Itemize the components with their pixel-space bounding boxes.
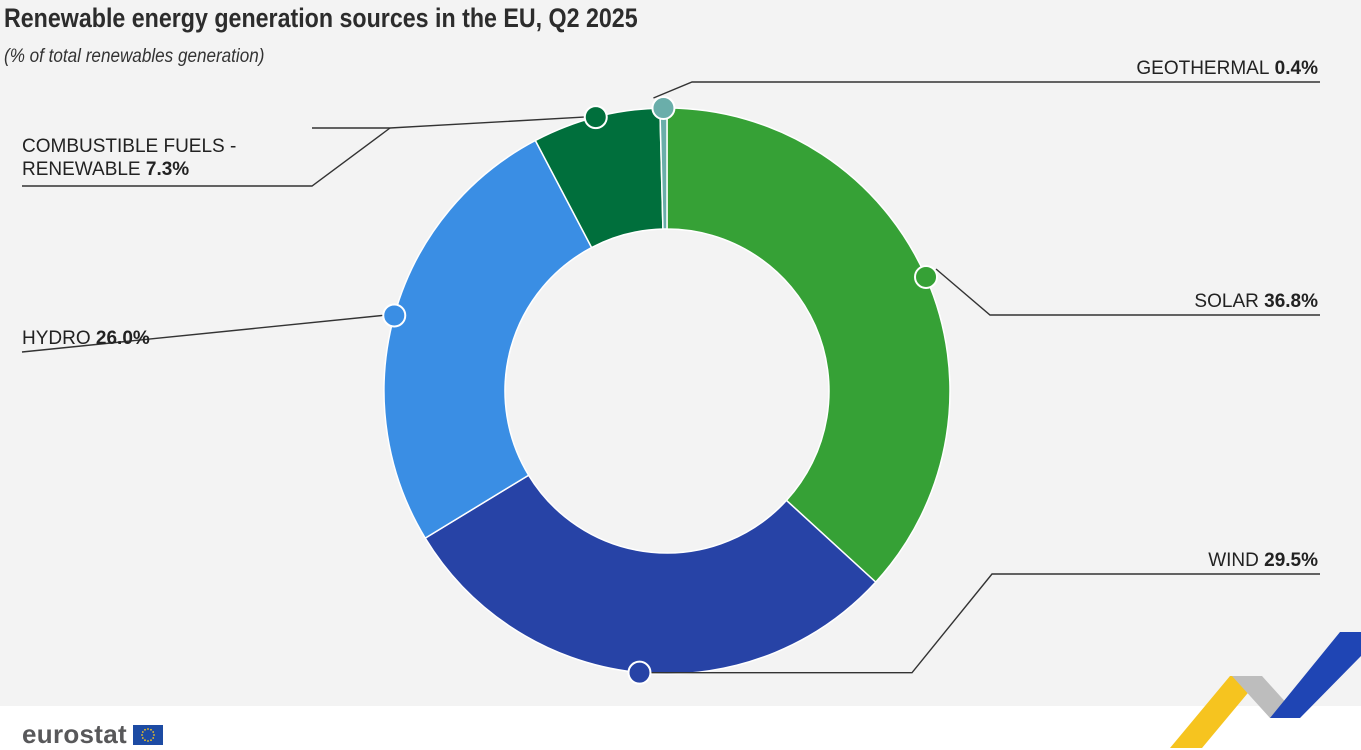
slice-marker <box>627 660 652 685</box>
slice-hydro <box>383 139 593 540</box>
leader-line <box>653 81 1320 99</box>
slice-solar <box>666 107 951 584</box>
slice-value: 26.0% <box>91 328 150 349</box>
slice-marker <box>651 96 676 121</box>
slice-label: SOLAR 36.8% <box>1194 291 1318 312</box>
slice-label: GEOTHERMAL 0.4% <box>1136 58 1318 79</box>
slice-marker <box>382 303 407 328</box>
corner-decoration <box>1170 632 1361 748</box>
leader-line <box>312 116 584 129</box>
slice-marker <box>583 105 608 130</box>
leader-line <box>21 314 383 353</box>
slice-marker <box>914 264 939 289</box>
slice-value: 29.5% <box>1259 550 1318 571</box>
leader-line <box>935 268 1320 316</box>
slice-label: RENEWABLE 7.3% <box>22 159 189 180</box>
slice-label: WIND 29.5% <box>1208 550 1318 571</box>
eurostat-wordmark: eurostat <box>22 719 127 749</box>
leader-line <box>22 127 391 187</box>
slice-label: HYDRO 26.0% <box>22 328 150 349</box>
slice-label: COMBUSTIBLE FUELS - <box>22 136 236 157</box>
donut-slices <box>382 96 951 685</box>
eu-flag-icon <box>132 724 163 745</box>
chart-subtitle: (% of total renewables generation) <box>4 46 265 67</box>
yellow-ribbon <box>1170 676 1262 748</box>
eurostat-logo: eurostat <box>22 719 163 750</box>
slice-value: 7.3% <box>141 159 190 180</box>
slice-value: 36.8% <box>1259 291 1318 312</box>
chart-title: Renewable energy generation sources in t… <box>4 3 638 33</box>
blue-ribbon <box>1270 632 1361 718</box>
slice-wind <box>424 474 877 675</box>
leader-lines <box>21 81 1320 674</box>
leader-line <box>651 573 1320 674</box>
slice-labels: SOLAR 36.8% WIND 29.5% HYDRO 26.0% COMBUSTI… <box>22 58 1318 571</box>
slice-value: 0.4% <box>1269 58 1318 79</box>
